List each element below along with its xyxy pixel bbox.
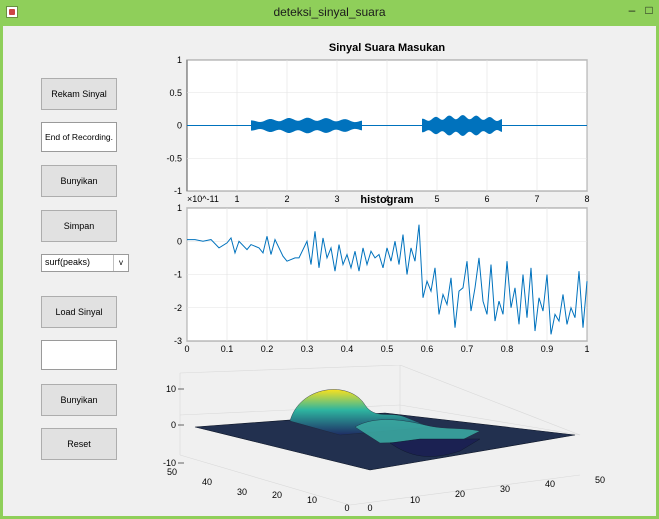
x-tick-label: 0.6 — [421, 344, 434, 354]
y-tick-label: -3 — [174, 336, 182, 346]
matlab-app-icon — [6, 6, 18, 18]
z-tick-label: 0 — [171, 420, 176, 430]
signal-burst — [251, 117, 362, 134]
y-tick-label: -1 — [174, 270, 182, 280]
recording-status-field[interactable]: End of Recording. — [41, 122, 117, 152]
x-tick-label: 30 — [500, 484, 510, 494]
load-sinyal-button[interactable]: Load Sinyal — [41, 296, 117, 328]
title-bar[interactable]: deteksi_sinyal_suara – □ — [0, 0, 659, 26]
x-tick-label: 1 — [234, 194, 239, 204]
y-tick-label: 0 — [177, 121, 182, 131]
surface-axes: 10 0 -10 50 40 30 20 10 0 0 10 20 30 40 50 — [163, 365, 605, 513]
y-tick-label: 0.5 — [169, 88, 182, 98]
x-tick-label: 20 — [455, 489, 465, 499]
x-tick-label: 0.5 — [381, 344, 394, 354]
x-tick-label: 0.9 — [541, 344, 554, 354]
x-tick-label: 0 — [367, 503, 372, 513]
window-title: deteksi_sinyal_suara — [273, 5, 386, 19]
chevron-down-icon[interactable]: v — [113, 255, 128, 271]
y-tick-label: 20 — [272, 490, 282, 500]
y-tick-label: 1 — [177, 55, 182, 65]
x-tick-label: 0 — [184, 344, 189, 354]
y-tick-label: 1 — [177, 203, 182, 213]
x-tick-label: 7 — [534, 194, 539, 204]
plot-type-dropdown[interactable]: surf(peaks) v — [41, 254, 129, 272]
x-tick-label: 0.4 — [341, 344, 354, 354]
bunyikan-button-2[interactable]: Bunyikan — [41, 384, 117, 416]
z-tick-label: 10 — [166, 384, 176, 394]
x-tick-label: 0.8 — [501, 344, 514, 354]
reset-button[interactable]: Reset — [41, 428, 117, 460]
surface-ridge — [354, 419, 481, 444]
x-tick-label: 5 — [434, 194, 439, 204]
x-tick-label: 2 — [284, 194, 289, 204]
dropdown-value: surf(peaks) — [45, 257, 91, 267]
y-tick-label: 0 — [177, 236, 182, 246]
rekam-sinyal-button[interactable]: Rekam Sinyal — [41, 78, 117, 110]
histogram-series-line — [187, 224, 588, 335]
y-tick-label: 10 — [307, 495, 317, 505]
exponent-label: ×10^-11 — [187, 194, 219, 204]
histogram-axes: histogram ×10^-11 1 0 -1 -2 -3 0 0.1 0.2 0.3 0.4… — [174, 194, 590, 354]
y-tick-label: -0.5 — [166, 153, 182, 163]
maximize-button[interactable]: □ — [645, 3, 653, 17]
x-tick-label: 3 — [334, 194, 339, 204]
x-tick-label: 0.1 — [221, 344, 234, 354]
chart-title: histogram — [360, 194, 413, 206]
loaded-file-field[interactable] — [41, 340, 117, 370]
y-tick-label: 40 — [202, 477, 212, 487]
x-tick-label: 6 — [484, 194, 489, 204]
y-tick-label: -2 — [174, 303, 182, 313]
z-tick-label: -10 — [163, 458, 176, 468]
y-tick-label: 50 — [167, 467, 177, 477]
input-signal-axes: Sinyal Suara Masukan 1 0.5 0 -0.5 -1 1 2 3 4 5 6 7… — [166, 42, 589, 204]
x-tick-label: 40 — [545, 479, 555, 489]
y-tick-label: 0 — [344, 503, 349, 513]
x-tick-label: 0.3 — [301, 344, 314, 354]
x-tick-label: 0.2 — [261, 344, 274, 354]
bunyikan-button-1[interactable]: Bunyikan — [41, 165, 117, 197]
x-tick-label: 50 — [595, 475, 605, 485]
x-tick-label: 4 — [384, 194, 389, 204]
minimize-button[interactable]: – — [628, 3, 636, 17]
x-tick-label: 1 — [584, 344, 589, 354]
y-tick-label: 30 — [237, 487, 247, 497]
y-tick-label: -1 — [174, 186, 182, 196]
chart-title: Sinyal Suara Masukan — [329, 42, 445, 54]
surface-valley — [389, 438, 481, 457]
x-tick-label: 0.7 — [461, 344, 474, 354]
simpan-button[interactable]: Simpan — [41, 210, 117, 242]
x-tick-label: 10 — [410, 495, 420, 505]
x-tick-label: 8 — [584, 194, 589, 204]
signal-burst — [422, 115, 502, 136]
